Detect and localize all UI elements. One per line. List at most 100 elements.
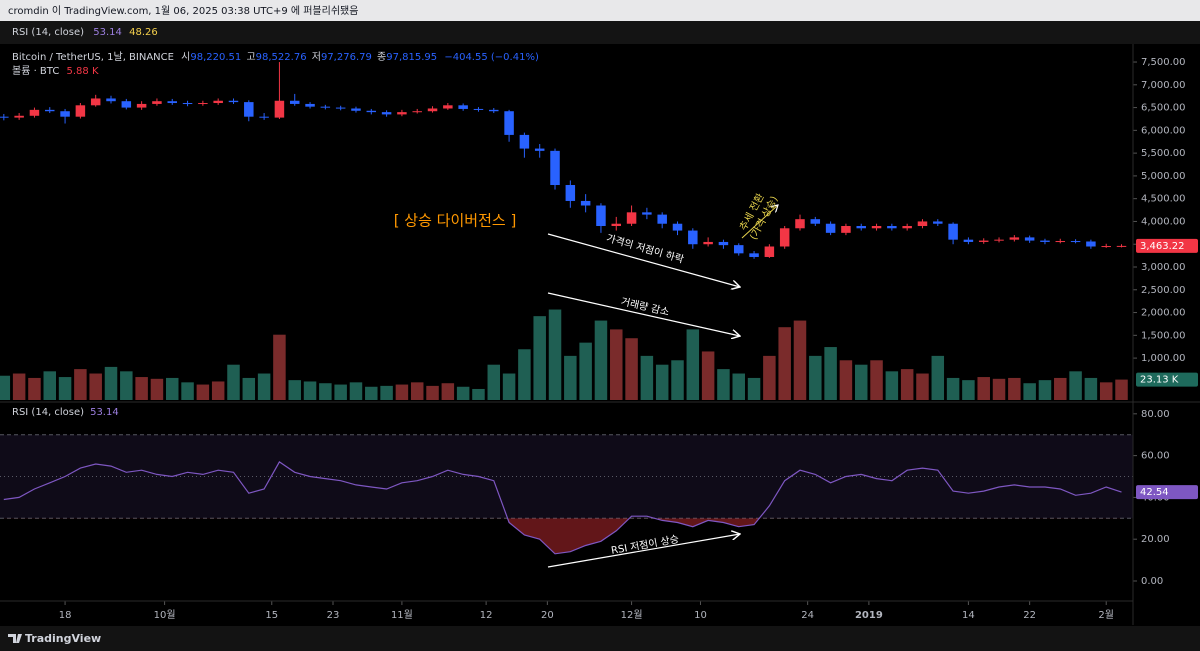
candle-body [933,221,943,224]
candle-body [289,100,300,104]
volume-bar [717,369,730,400]
candle-body [611,223,622,227]
volume-bar [962,380,975,400]
candle-body [749,253,759,257]
logo [8,634,22,643]
candle-body [948,223,958,240]
volume-bar [946,377,960,400]
volume-bar [900,369,914,400]
last-value-box [1136,238,1198,253]
candle-body [703,241,713,245]
volume-bar [518,349,531,400]
volume-bar [273,334,286,400]
published: cromdin 이 TradingView.com, 1월 06, 2025 0… [8,5,358,17]
volume-bar [640,355,654,400]
candle-body [198,103,208,105]
candle-body [167,101,177,104]
last-value-label: 3,463.22 [1140,241,1185,252]
candle-body [274,100,285,118]
volume-bar [610,329,623,400]
volume-bar [931,355,945,400]
plot: 7,500.00 7,000.00 6,500.00 6,000.00 5,500.00… [0,57,1198,621]
candle-body [1009,237,1020,240]
candle-body [994,239,1004,241]
volume-bar [1023,383,1036,400]
volume-bar [456,386,470,400]
candle-body [580,200,591,206]
candle-body [29,109,40,116]
candle-body [412,111,422,113]
candle-body [902,226,912,229]
volume-bar [58,377,72,400]
x-tick-label: 23 [327,610,340,621]
volume-bar [227,364,240,400]
volume-bar [0,375,11,400]
x-tick-label: 24 [801,610,814,621]
volume-bar [1084,377,1098,400]
candle-body [841,226,851,233]
candle-body [1024,237,1035,241]
candle-body [366,110,377,113]
volume-bar [12,373,26,400]
top-bar [0,0,1200,21]
symbol-legend: Bitcoin / TetherUS, 1날, BINANCE 시98,220.… [12,51,539,63]
volume-bar [564,355,577,400]
volume-bar [288,380,301,400]
volume-bar [778,327,791,400]
candle-body [335,107,346,109]
volume-bar [732,373,745,400]
candle-body [657,214,667,224]
candle-body [0,116,9,118]
volume-bar [395,384,409,400]
volume-bar [502,373,516,400]
volume-bar [977,377,990,400]
volume-legend: 볼륨 · BTC 5.88 K [12,65,99,77]
last-value-label: 42.54 [1140,487,1169,498]
volume-bar [487,364,501,400]
volume-bar [410,382,424,400]
volume-bar [594,320,608,400]
x-tick-label: 2019 [855,610,883,621]
volume-bar [1099,382,1113,400]
candle-body [90,98,101,106]
candle-body [795,219,805,229]
annotation: [ 상승 다이버전스 ] [394,212,517,230]
volume-bar [870,360,883,400]
candle-body [1086,241,1096,247]
last-value-label: 23.13 K [1140,375,1179,386]
candle-body [60,111,70,117]
candle-body [427,108,438,112]
volume-bar [319,383,332,400]
volume-bar [150,378,164,400]
volume-bar [334,384,347,400]
x-tick-label: 14 [962,610,975,621]
candle-body [458,105,468,109]
candle-body [259,116,269,118]
rsi-oversold-fill [3,518,1122,554]
volume-bar [242,377,256,400]
candle-body [121,101,132,108]
y-tick-label: 3,000.00 [1141,262,1186,273]
last-value-box [1136,372,1198,387]
candle-body [519,134,530,149]
volume-bar [181,382,194,400]
annotation-arrows [547,205,778,568]
arrow [741,205,778,239]
volume-bar [701,351,715,400]
volume-bar [120,371,133,400]
rsi-legend: RSI (14, close) 53.14 48.26 [12,27,158,38]
brand: TradingView [25,632,101,645]
y-tick-label: 5,500.00 [1141,148,1186,159]
candle-body [320,106,331,108]
volume-bar [824,347,837,400]
candle-body [550,150,560,186]
volume-bar [625,338,638,400]
candle-body [443,105,453,109]
last-value-box [1136,485,1198,500]
x-tick-label: 2월 [1098,609,1114,621]
candle-body [1101,246,1111,248]
volume-bar [441,383,455,400]
candle-body [75,105,86,117]
